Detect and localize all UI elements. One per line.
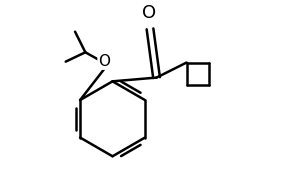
- Text: O: O: [98, 54, 110, 69]
- Text: O: O: [142, 4, 157, 22]
